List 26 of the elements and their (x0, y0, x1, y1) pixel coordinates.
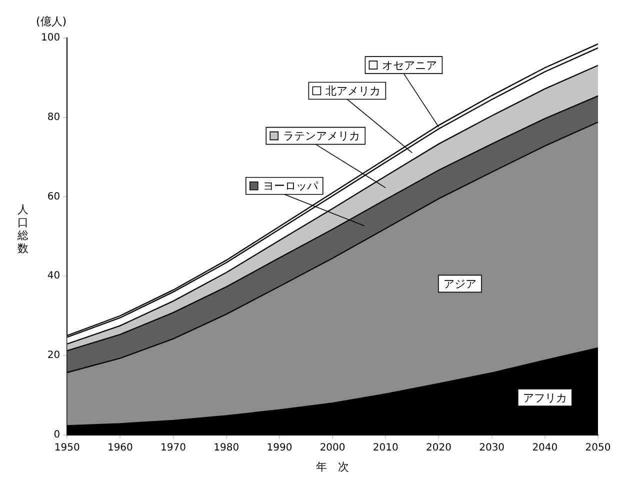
y-tick-label: 0 (54, 429, 60, 440)
x-tick-label: 2040 (532, 442, 558, 454)
y-tick-label: 40 (47, 270, 60, 282)
y-tick-label: 80 (47, 112, 60, 123)
y-tick-label: 60 (47, 191, 60, 202)
x-tick-label: 1950 (54, 442, 80, 454)
y-tick-label: 100 (40, 32, 60, 44)
series-label: アフリカ (522, 391, 567, 404)
x-tick-label: 1980 (214, 442, 240, 454)
x-tick-label: 2050 (585, 442, 611, 454)
series-label: アジア (443, 278, 476, 291)
legend-label: ヨーロッパ (262, 180, 319, 193)
x-tick-label: 1970 (160, 442, 186, 454)
y-tick-label: 20 (47, 350, 60, 362)
x-tick-label: 1990 (266, 442, 292, 454)
x-tick-label: 2020 (426, 442, 452, 454)
x-axis-title: 年 次 (316, 460, 350, 474)
legend-label: オセアニア (382, 58, 438, 72)
x-tick-label: 2000 (320, 442, 346, 454)
x-tick-label: 2030 (479, 442, 505, 454)
text: (億人) (36, 14, 67, 29)
x-tick-label: 2010 (372, 442, 398, 454)
legend-label: 北アメリカ (326, 84, 381, 98)
y-axis-title: 人口総数 (16, 203, 30, 255)
x-tick-label: 1960 (107, 442, 133, 454)
legend-label: ラテンアメリカ (283, 130, 360, 143)
